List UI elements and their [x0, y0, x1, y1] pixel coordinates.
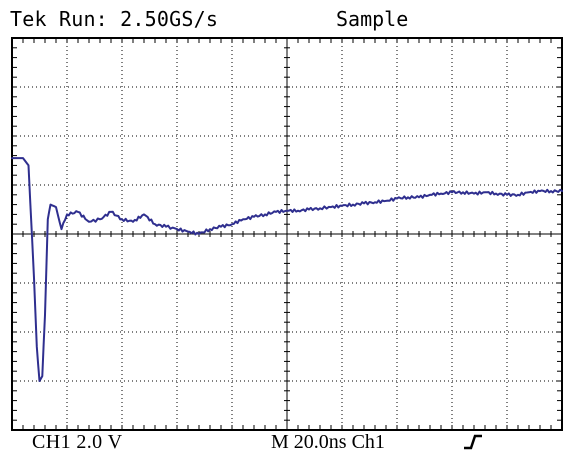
rising-edge-icon	[464, 434, 482, 450]
status-header: Tek Run: 2.50GS/s Sample	[0, 0, 568, 38]
signal-trace	[11, 157, 563, 382]
channel-scale-readout: CH1 2.0 V	[32, 431, 123, 453]
acquisition-mode: Sample	[336, 7, 409, 31]
timebase-readout: M 20.0ns Ch1	[271, 431, 385, 453]
sample-rate-title: Tek Run: 2.50GS/s	[10, 7, 219, 31]
